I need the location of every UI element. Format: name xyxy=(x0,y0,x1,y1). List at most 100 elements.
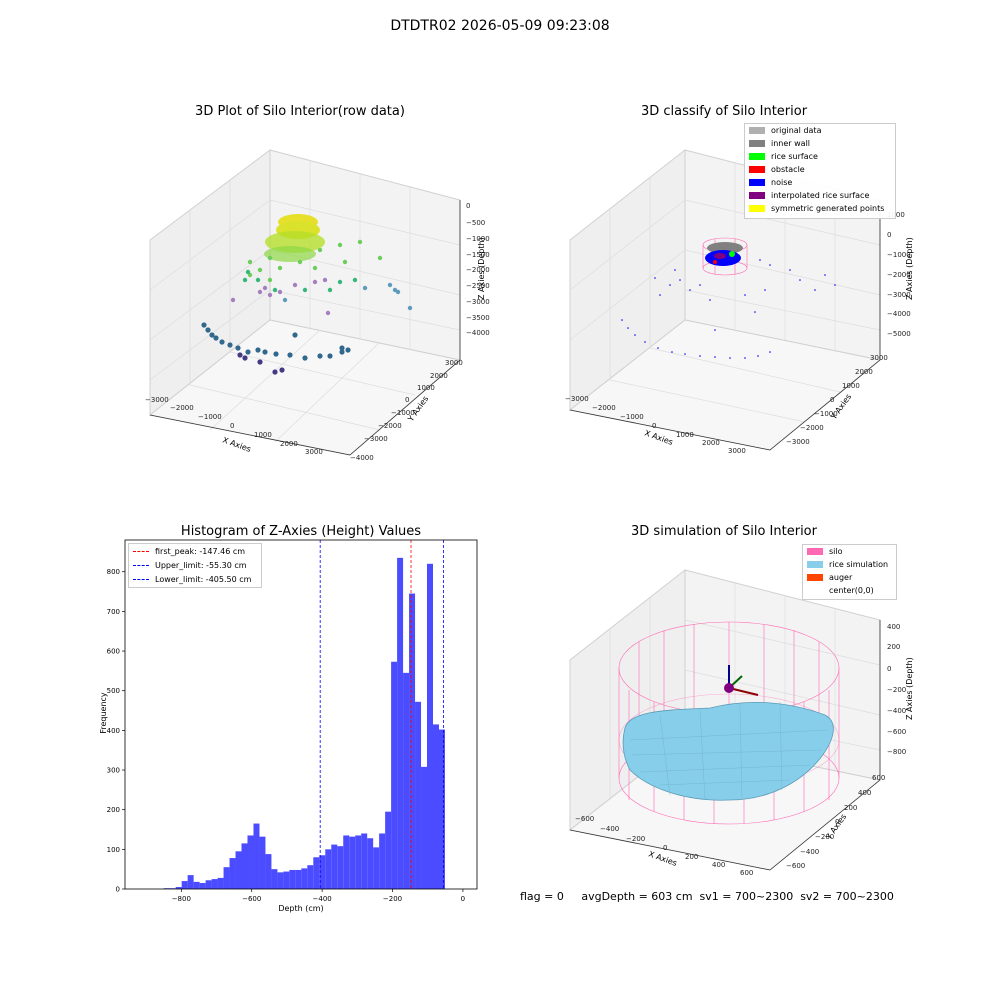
simulation-plot-title: 3D simulation of Silo Interior xyxy=(631,524,817,539)
simulation-xtick: −400 xyxy=(600,825,619,833)
raw-ztick: −2000 xyxy=(466,266,490,274)
histogram-bar xyxy=(241,843,248,889)
raw-xtick: 0 xyxy=(230,422,234,430)
classify-z-axis-label: Z Axies (Depth) xyxy=(905,237,914,300)
histogram-legend-line xyxy=(133,551,149,552)
classify-legend-label: obstacle xyxy=(771,165,805,174)
histogram-bar xyxy=(271,869,278,889)
raw-3d-plot: −3000 −2000 −1000 0 1000 2000 3000 3000 … xyxy=(145,149,490,462)
histogram-ytick-label: 600 xyxy=(107,648,120,656)
classify-legend-swatch xyxy=(749,192,765,199)
classify-legend-item: rice surface xyxy=(749,150,895,163)
histogram-bar xyxy=(223,867,230,889)
histogram-bar xyxy=(427,563,433,889)
classify-legend-label: rice surface xyxy=(771,152,818,161)
histogram-ytick-label: 300 xyxy=(107,767,120,775)
raw-plot-title: 3D Plot of Silo Interior(row data) xyxy=(195,104,405,119)
histogram-bar xyxy=(181,881,188,889)
auger-center xyxy=(724,665,759,696)
simulation-xtick: 600 xyxy=(740,869,753,877)
simulation-xtick: −600 xyxy=(575,815,594,823)
classify-legend-item: inner wall xyxy=(749,137,895,150)
simulation-ztick: −400 xyxy=(887,707,906,715)
histogram-x-axis-label: Depth (cm) xyxy=(278,904,323,913)
simulation-ytick: 0 xyxy=(835,818,839,826)
simulation-z-axis-label: Z Axies (Depth) xyxy=(905,657,914,720)
histogram-legend-line xyxy=(133,565,149,566)
simulation-ytick: 400 xyxy=(858,789,871,797)
histogram-bar xyxy=(283,871,290,889)
raw-ytick: −3000 xyxy=(364,435,388,443)
simulation-legend-label: silo xyxy=(829,547,843,556)
figure-title: DTDTR02 2026-05-09 09:23:08 xyxy=(390,18,610,34)
histogram-bar xyxy=(247,835,254,889)
histogram-bar xyxy=(187,875,194,889)
histogram-bar xyxy=(211,879,218,889)
histogram-bar xyxy=(361,833,368,889)
histogram-bar xyxy=(415,701,422,889)
classify-legend-label: inner wall xyxy=(771,139,811,148)
histogram-bar xyxy=(229,858,236,889)
simulation-tick-labels: −600 −400 −200 0 200 400 600 600 400 200… xyxy=(575,623,906,877)
raw-x-axis-label: X Axies xyxy=(221,435,252,454)
histogram-ytick-label: 0 xyxy=(116,886,120,894)
histogram-plot-area: −800 −600 −400 −200 0 0 100 200 300 400 500 600 700 8… xyxy=(107,539,478,903)
simulation-legend-label: center(0,0) xyxy=(829,586,874,595)
simulation-ztick: 200 xyxy=(887,643,900,651)
raw-ztick: −3000 xyxy=(466,298,490,306)
histogram-chart: −800 −600 −400 −200 0 0 100 200 300 400 500 600 700 8… xyxy=(99,539,478,913)
simulation-legend-item: rice simulation xyxy=(807,558,896,571)
raw-3d-axes xyxy=(148,149,462,456)
simulation-ytick: −200 xyxy=(815,833,834,841)
histogram-bar xyxy=(391,661,398,889)
classify-xtick: −3000 xyxy=(565,395,589,403)
simulation-legend-swatch xyxy=(807,574,823,581)
histogram-frame xyxy=(124,539,478,890)
raw-ztick: −1000 xyxy=(466,235,490,243)
histogram-bar xyxy=(277,872,284,889)
histogram-bar xyxy=(217,877,224,889)
raw-ytick: −1000 xyxy=(391,409,415,417)
classify-legend-item: obstacle xyxy=(749,163,895,176)
simulation-ztick: −600 xyxy=(887,728,906,736)
simulation-xtick: 200 xyxy=(685,853,698,861)
histogram-xtick-label: −400 xyxy=(313,895,332,903)
status-footer: flag = 0 avgDepth = 603 cm sv1 = 700~230… xyxy=(520,890,894,903)
histogram-legend: first_peak: -147.46 cm Upper_limit: -55.3… xyxy=(128,543,262,588)
simulation-ytick: 600 xyxy=(872,774,885,782)
classify-ztick: −5000 xyxy=(887,330,911,338)
classify-ztick: −3000 xyxy=(887,291,911,299)
histogram-legend-line xyxy=(133,579,149,580)
histogram-ytick-label: 400 xyxy=(107,727,120,735)
classify-legend-item: interpolated rice surface xyxy=(749,189,895,202)
histogram-bar xyxy=(193,881,200,889)
classify-ytick: 1000 xyxy=(842,382,860,390)
simulation-legend-item: auger xyxy=(807,571,896,584)
histogram-bar xyxy=(438,729,445,889)
raw-ztick: −1500 xyxy=(466,251,490,259)
histogram-bar xyxy=(289,869,296,889)
histogram-legend-label: Lower_limit: -405.50 cm xyxy=(155,575,252,584)
classify-xtick: −1000 xyxy=(620,413,644,421)
classify-ytick: −2000 xyxy=(800,424,824,432)
raw-ytick: 0 xyxy=(405,396,409,404)
histogram-ytick-label: 700 xyxy=(107,608,120,616)
rice-surface xyxy=(622,701,834,801)
histogram-bar xyxy=(397,557,404,889)
histogram-legend-item: Upper_limit: -55.30 cm xyxy=(133,559,261,572)
histogram-bar xyxy=(331,844,338,889)
classify-xtick: 3000 xyxy=(728,447,746,455)
classify-xtick: 2000 xyxy=(702,439,720,447)
histogram-bar xyxy=(325,849,332,889)
histogram-bar xyxy=(259,836,266,889)
classify-ytick: 0 xyxy=(830,396,834,404)
histogram-bar xyxy=(319,855,326,889)
histogram-bar xyxy=(175,887,182,889)
classify-ytick: −3000 xyxy=(786,438,810,446)
histogram-bar xyxy=(367,838,374,889)
histogram-bar xyxy=(337,846,344,889)
histogram-bar xyxy=(349,836,356,889)
simulation-legend-item: silo xyxy=(807,545,896,558)
histogram-ytick-label: 100 xyxy=(107,846,120,854)
raw-ztick: −2500 xyxy=(466,282,490,290)
